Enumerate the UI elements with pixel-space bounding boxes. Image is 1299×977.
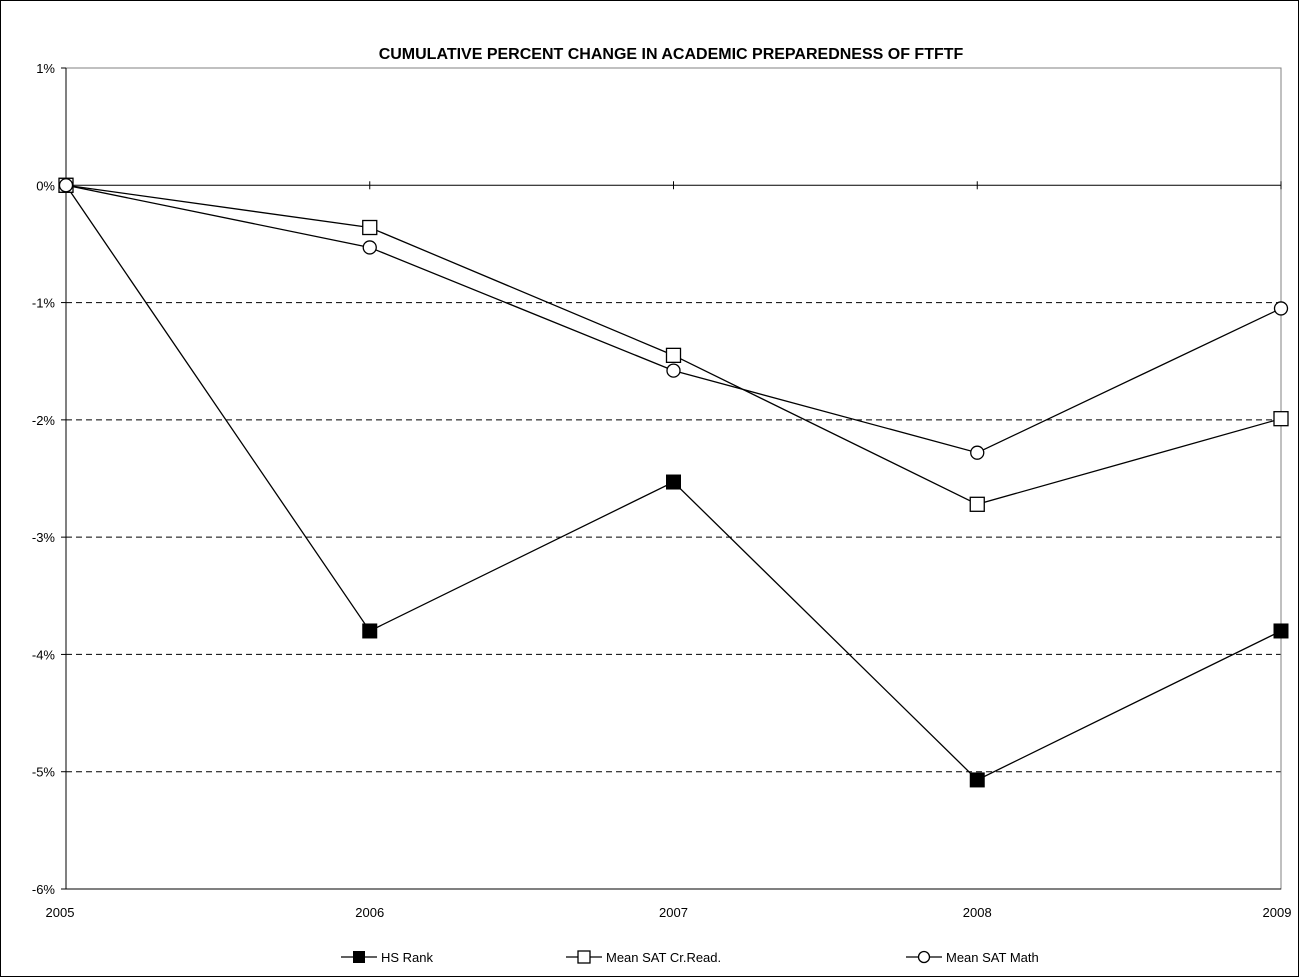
data-point-hs-rank (969, 772, 985, 788)
y-tick-label: -4% (32, 647, 56, 662)
y-tick-label: -6% (32, 882, 56, 897)
legend-marker-mean-sat-cr-read (577, 950, 591, 964)
y-axis-ticks: 1% 0% -1% -2% -3% -4% -5% -6% (32, 61, 66, 897)
data-point-hs-rank (1273, 623, 1289, 639)
data-point-mean-sat-cr-read (362, 219, 378, 236)
y-tick-label: -2% (32, 413, 56, 428)
data-point-mean-sat-cr-read (1273, 411, 1289, 427)
x-axis-ticks: 2005 2006 2007 2008 2009 (46, 181, 1292, 920)
legend-label-mean-sat-cr-read: Mean SAT Cr.Read. (606, 950, 721, 965)
data-point-mean-sat-cr-read (665, 347, 682, 364)
data-point-mean-sat-math (362, 240, 377, 255)
x-tick-label: 2009 (1263, 905, 1292, 920)
series-line-mean-sat-math (65, 184, 1282, 454)
data-point-hs-rank (362, 623, 378, 639)
data-point-hs-rank (666, 474, 681, 490)
legend-label-hs-rank: HS Rank (381, 950, 434, 965)
x-tick-label: 2006 (355, 905, 384, 920)
y-tick-label: 0% (36, 178, 55, 193)
data-point-mean-sat-math (58, 178, 74, 193)
grid-lines (66, 302, 1281, 773)
legend-marker-hs-rank (353, 951, 365, 963)
series-line-mean-sat-cr-read (65, 184, 1282, 505)
legend-marker-mean-sat-math (917, 950, 931, 964)
x-tick-label: 2007 (659, 905, 688, 920)
data-point-mean-sat-math (970, 445, 985, 460)
x-tick-label: 2008 (963, 905, 992, 920)
y-tick-label: -3% (32, 530, 56, 545)
legend-label-mean-sat-math: Mean SAT Math (946, 950, 1039, 965)
y-tick-label: -1% (32, 296, 56, 311)
y-tick-label: 1% (36, 61, 55, 76)
data-point-mean-sat-math (1273, 301, 1289, 316)
y-tick-label: -5% (32, 765, 56, 780)
data-point-mean-sat-cr-read (969, 496, 985, 512)
data-point-mean-sat-math (666, 363, 681, 378)
chart-title: CUMULATIVE PERCENT CHANGE IN ACADEMIC PR… (379, 46, 964, 63)
legend: HS Rank Mean SAT Cr.Read. Mean SAT Math (341, 950, 1039, 965)
x-tick-label: 2005 (46, 905, 75, 920)
series-markers (58, 177, 1289, 788)
